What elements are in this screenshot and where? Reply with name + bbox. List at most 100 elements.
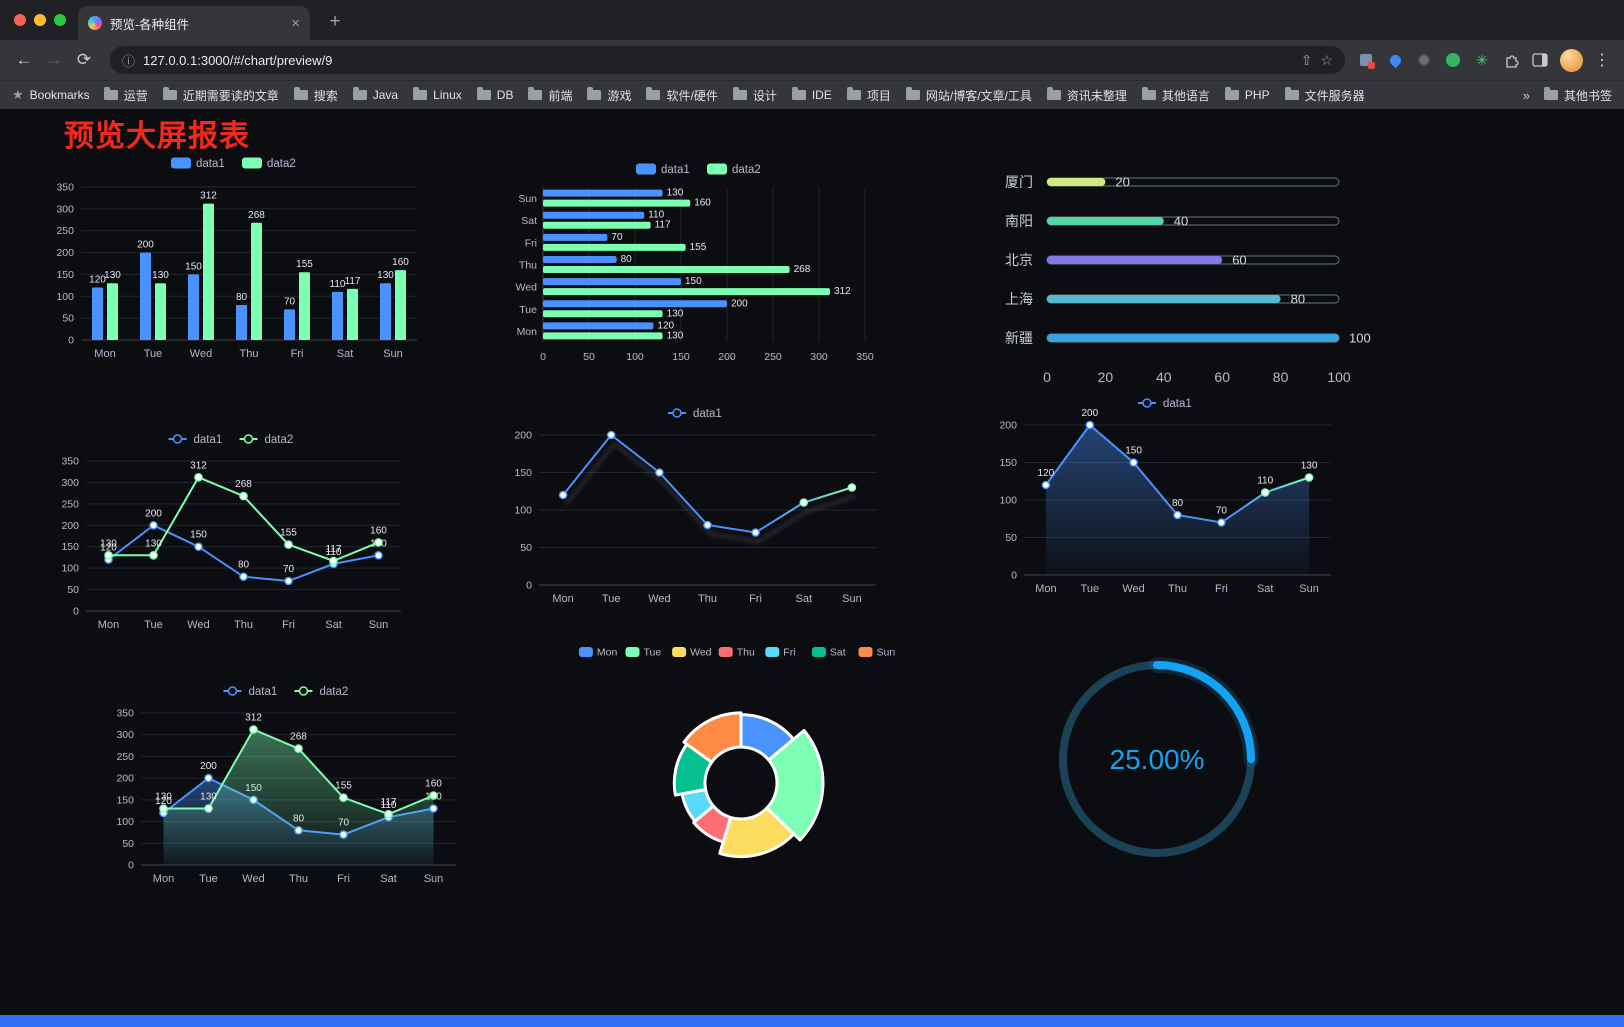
bookmark-item[interactable]: 游戏 — [587, 87, 631, 104]
bookmark-item[interactable]: Linux — [413, 87, 462, 104]
svg-text:130: 130 — [377, 270, 394, 281]
bookmarks-manager[interactable]: ★ Bookmarks — [12, 87, 90, 103]
progress-bar-chart[interactable]: 厦门 20 南阳 40 北京 60 上海 80 新疆 100 0 20 40 60 80 100 — [1003, 164, 1375, 392]
svg-text:Thu: Thu — [698, 593, 717, 605]
tab-close-icon[interactable]: × — [291, 14, 300, 32]
dual-area-line-chart[interactable]: data1 data2 0 50 100 150 200 250 300 350 Mon Tue Wed… — [105, 679, 470, 893]
bookmark-item[interactable]: 软件/硬件 — [646, 87, 718, 104]
folder-icon — [1224, 87, 1239, 100]
folder-icon — [1284, 87, 1299, 100]
bookmark-item[interactable]: 资讯未整理 — [1046, 87, 1127, 104]
bookmark-item[interactable]: PHP — [1224, 87, 1270, 104]
svg-text:Sat: Sat — [830, 647, 846, 659]
circle-icon-green[interactable] — [1444, 51, 1462, 69]
svg-text:Sun: Sun — [424, 873, 444, 885]
grouped-bar-chart[interactable]: data1 data2 0 50 100 150 200 250 300 350 Mon Tue Wed… — [45, 151, 425, 366]
site-info-icon[interactable]: ⓘ — [122, 53, 136, 69]
svg-text:Thu: Thu — [289, 873, 308, 885]
svg-text:150: 150 — [672, 351, 690, 363]
svg-text:120: 120 — [155, 796, 172, 807]
svg-text:268: 268 — [290, 732, 307, 743]
bookmark-label: 游戏 — [607, 88, 632, 103]
bookmark-item[interactable]: 设计 — [732, 87, 777, 104]
other-bookmarks[interactable]: 其他书签 — [1543, 87, 1612, 104]
extension-icon-badged[interactable] — [1357, 51, 1375, 69]
svg-text:Fri: Fri — [291, 348, 304, 360]
bookmark-item[interactable]: 其他语言 — [1141, 87, 1210, 104]
bookmark-item[interactable]: IDE — [791, 87, 832, 104]
dual-line-chart[interactable]: data1 data2 0 50 100 150 200 250 300 350 Mon Tue Wed… — [50, 427, 415, 639]
extensions-puzzle-icon[interactable] — [1502, 51, 1520, 69]
svg-text:Wed: Wed — [187, 619, 209, 631]
folder-icon — [846, 87, 861, 100]
share-icon[interactable]: ⇧ — [1300, 51, 1313, 68]
gradient-line-chart[interactable]: data1 0 50 100 150 200 Mon Tue Wed Thu Fri Sat Sun — [503, 401, 890, 613]
bookmark-item[interactable]: 运营 — [103, 87, 148, 104]
address-bar[interactable]: ⓘ 127.0.0.1:3000/#/chart/preview/9 ⇧ ☆ — [110, 46, 1345, 74]
svg-text:0: 0 — [73, 606, 79, 618]
minimize-window-button[interactable] — [34, 14, 46, 26]
svg-text:110: 110 — [1257, 476, 1273, 487]
horizontal-bar-chart[interactable]: data1 data2 0 50 100 150 200 250 300 350 Mon Tue Wed… — [505, 157, 895, 372]
svg-text:Fri: Fri — [337, 873, 350, 885]
drop-icon[interactable] — [1386, 51, 1404, 69]
svg-text:40: 40 — [1174, 214, 1188, 229]
profile-avatar[interactable] — [1560, 48, 1583, 72]
bookmark-item[interactable]: Java — [352, 87, 398, 104]
svg-text:Sun: Sun — [877, 647, 896, 659]
progress-ring-chart[interactable]: 25.00% — [1050, 652, 1264, 866]
svg-text:Mon: Mon — [98, 619, 119, 631]
side-panel-icon[interactable] — [1531, 51, 1549, 69]
svg-text:100: 100 — [61, 563, 79, 575]
circle-icon-dark[interactable] — [1415, 51, 1433, 69]
svg-text:300: 300 — [810, 351, 828, 363]
svg-text:150: 150 — [685, 276, 702, 287]
bookmark-item[interactable]: 搜索 — [293, 87, 338, 104]
bookmark-item[interactable]: 文件服务器 — [1284, 87, 1365, 104]
rose-pie-chart[interactable]: Mon Tue Wed Thu Fri Sat Sun — [553, 641, 921, 873]
svg-text:70: 70 — [283, 564, 295, 575]
svg-text:80: 80 — [236, 292, 248, 303]
bookmarks-overflow-chevron[interactable]: » — [1522, 87, 1530, 103]
new-tab-button[interactable]: + — [329, 11, 341, 32]
bookmark-item[interactable]: 网站/博客/文章/工具 — [905, 87, 1032, 104]
bookmark-star-icon[interactable]: ☆ — [1320, 51, 1333, 68]
svg-text:Sun: Sun — [369, 619, 389, 631]
forward-icon[interactable]: → — [45, 50, 63, 69]
zoom-window-button[interactable] — [54, 14, 66, 26]
bookmark-item[interactable]: 项目 — [846, 87, 891, 104]
bookmark-label: 设计 — [752, 88, 777, 103]
svg-text:50: 50 — [62, 313, 74, 325]
bookmark-label: PHP — [1244, 88, 1270, 102]
folder-icon — [646, 87, 661, 100]
svg-text:150: 150 — [116, 794, 134, 806]
bookmark-item[interactable]: 近期需要读的文章 — [162, 87, 279, 104]
back-icon[interactable]: ← — [15, 50, 33, 69]
svg-text:200: 200 — [718, 351, 736, 363]
folder-icon — [791, 87, 806, 100]
bookmarks-bar: ★ Bookmarks 运营 近期需要读的文章 搜索 Java Linux DB 前端 游戏 软… — [0, 80, 1624, 109]
tab-title: 预览-各种组件 — [110, 17, 190, 32]
bottom-accent-bar — [0, 1015, 1624, 1027]
reload-icon[interactable]: ⟳ — [76, 50, 92, 69]
svg-text:110: 110 — [648, 210, 664, 221]
svg-text:250: 250 — [61, 498, 79, 510]
svg-text:Wed: Wed — [648, 593, 670, 605]
browser-tab[interactable]: 预览-各种组件 × — [78, 6, 310, 40]
svg-text:130: 130 — [152, 270, 169, 281]
bookmark-item[interactable]: 前端 — [528, 87, 572, 104]
browser-menu-icon[interactable]: ⋮ — [1594, 52, 1610, 69]
svg-text:130: 130 — [155, 792, 172, 803]
url-text: 127.0.0.1:3000/#/chart/preview/9 — [143, 52, 333, 68]
bookmark-item[interactable]: DB — [476, 87, 513, 104]
area-line-chart[interactable]: data1 0 50 100 150 200 Mon Tue Wed Thu Fri Sat Sun 12… — [988, 391, 1345, 603]
close-window-button[interactable] — [14, 14, 26, 26]
svg-text:Mon: Mon — [1035, 583, 1056, 595]
svg-text:155: 155 — [690, 242, 707, 253]
svg-text:Wed: Wed — [1122, 583, 1144, 595]
other-bookmarks-label: 其他书签 — [1563, 88, 1612, 103]
svg-text:150: 150 — [185, 261, 202, 272]
starburst-icon[interactable]: ✳ — [1476, 52, 1488, 68]
svg-text:25.00%: 25.00% — [1110, 744, 1205, 775]
